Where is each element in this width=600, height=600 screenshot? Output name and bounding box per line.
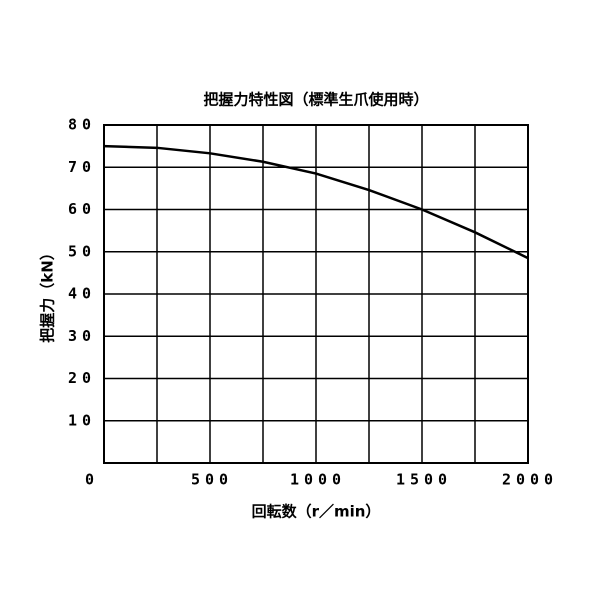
x-tick-label: 2000 bbox=[502, 471, 558, 489]
plot-frame bbox=[103, 124, 529, 464]
x-tick-label: 0 bbox=[85, 471, 99, 489]
y-tick-label: 10 bbox=[68, 411, 96, 429]
data-line bbox=[103, 144, 529, 260]
x-axis-title: 回転数（r／min） bbox=[252, 503, 381, 521]
y-axis-title: 把握力（kN） bbox=[39, 245, 57, 343]
y-tick-label: 30 bbox=[68, 327, 96, 345]
y-tick-label: 40 bbox=[68, 285, 96, 303]
chart-title: 把握力特性図（標準生爪使用時） bbox=[203, 91, 428, 109]
y-tick-label: 80 bbox=[68, 116, 96, 134]
y-tick-label: 20 bbox=[68, 369, 96, 387]
x-tick-label: 1500 bbox=[396, 471, 452, 489]
y-tick-label: 60 bbox=[68, 200, 96, 218]
x-tick-label: 500 bbox=[191, 471, 233, 489]
x-tick-label: 1000 bbox=[290, 471, 346, 489]
y-tick-label: 70 bbox=[68, 158, 96, 176]
y-tick-label: 50 bbox=[68, 242, 96, 260]
